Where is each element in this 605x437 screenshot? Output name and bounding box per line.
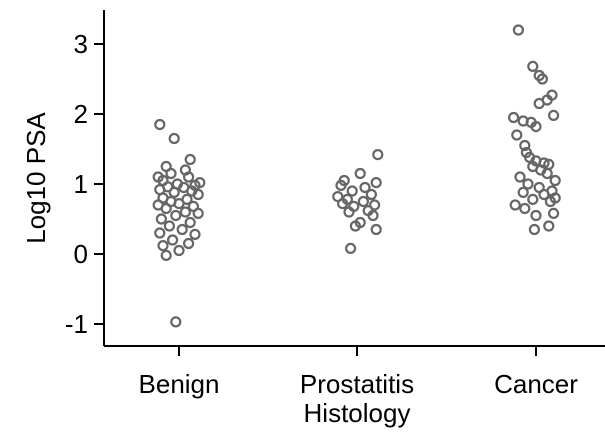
data-points bbox=[152, 24, 561, 328]
data-point bbox=[154, 118, 166, 131]
data-point bbox=[544, 195, 557, 208]
data-point bbox=[189, 228, 201, 240]
data-point bbox=[349, 220, 361, 232]
data-point bbox=[547, 207, 560, 219]
data-point bbox=[369, 199, 381, 211]
data-point bbox=[517, 186, 529, 198]
data-point bbox=[176, 223, 188, 236]
data-point bbox=[346, 185, 358, 197]
data-point bbox=[367, 209, 379, 222]
y-tick-label: -1 bbox=[65, 309, 88, 339]
data-point bbox=[533, 97, 545, 110]
x-ticks: Benign Prostatitis Cancer bbox=[139, 346, 578, 399]
data-point bbox=[168, 186, 180, 198]
data-point bbox=[168, 132, 180, 145]
data-point bbox=[183, 237, 195, 250]
data-point bbox=[528, 223, 541, 236]
data-point bbox=[345, 242, 357, 254]
x-tick-label: Prostatitis bbox=[300, 369, 414, 399]
y-tick-label: 1 bbox=[74, 169, 88, 199]
data-point bbox=[514, 171, 526, 183]
data-point bbox=[519, 139, 531, 152]
data-point bbox=[372, 149, 384, 161]
data-point bbox=[543, 220, 555, 232]
data-point bbox=[165, 167, 177, 180]
data-point bbox=[189, 179, 201, 191]
data-point bbox=[357, 195, 369, 208]
data-point bbox=[157, 240, 169, 252]
data-point bbox=[536, 73, 549, 85]
data-point bbox=[511, 129, 523, 141]
y-tick-label: 3 bbox=[74, 29, 88, 59]
x-tick-label: Cancer bbox=[494, 369, 578, 399]
data-point bbox=[522, 178, 534, 190]
y-axis-title: Log10 PSA bbox=[21, 112, 51, 244]
data-point bbox=[173, 244, 185, 257]
data-point bbox=[507, 111, 520, 124]
data-point bbox=[354, 167, 366, 180]
y-tick-label: 0 bbox=[74, 239, 88, 269]
data-point bbox=[527, 60, 539, 73]
data-point bbox=[359, 181, 371, 194]
data-point bbox=[530, 120, 542, 133]
data-point bbox=[192, 188, 204, 201]
data-point bbox=[160, 202, 172, 215]
data-point bbox=[335, 179, 347, 191]
data-point bbox=[184, 153, 196, 166]
data-point bbox=[538, 188, 550, 201]
data-point bbox=[173, 198, 185, 210]
data-point bbox=[512, 24, 525, 36]
data-point bbox=[192, 207, 204, 219]
data-point bbox=[154, 227, 166, 239]
data-point bbox=[184, 216, 196, 229]
data-point bbox=[527, 193, 539, 205]
data-point bbox=[370, 177, 382, 189]
data-point bbox=[183, 171, 195, 183]
y-ticks: -1 0 1 2 3 bbox=[65, 29, 104, 339]
data-point bbox=[343, 206, 355, 218]
data-point bbox=[167, 234, 179, 246]
data-point bbox=[519, 202, 531, 215]
data-point bbox=[160, 249, 172, 261]
data-point bbox=[179, 206, 191, 218]
data-point bbox=[337, 198, 349, 210]
data-point bbox=[170, 316, 182, 328]
data-point bbox=[541, 167, 553, 180]
data-point bbox=[530, 209, 542, 222]
data-point bbox=[163, 220, 175, 232]
x-tick-label: Benign bbox=[139, 369, 220, 399]
data-point bbox=[547, 109, 560, 122]
x-axis-title: Histology bbox=[304, 398, 411, 428]
data-point bbox=[365, 188, 377, 201]
data-point bbox=[549, 174, 561, 187]
data-point bbox=[155, 213, 167, 225]
data-point bbox=[509, 199, 521, 211]
data-point bbox=[170, 209, 182, 222]
y-tick-label: 2 bbox=[74, 99, 88, 129]
data-point bbox=[370, 223, 382, 236]
axes bbox=[103, 10, 605, 347]
